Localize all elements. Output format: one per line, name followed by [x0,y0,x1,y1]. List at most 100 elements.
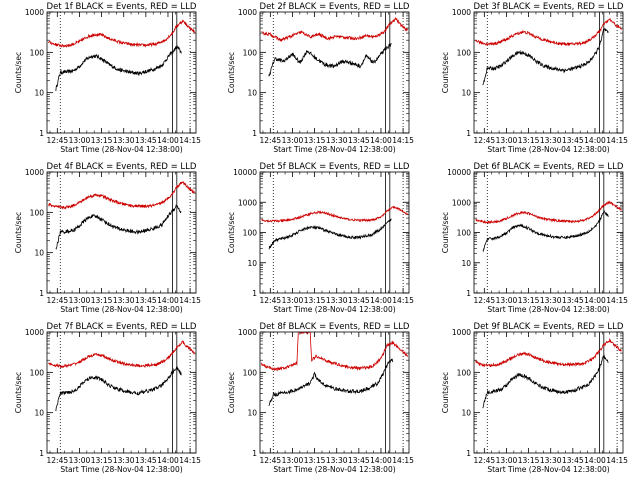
panel-1-ytick-label: 100 [30,48,45,57]
panel-7-ytick-label: 100 [30,368,45,377]
panel-6-ytick-label: 1000 [452,198,471,207]
panel-5-ytick-label: 1 [252,289,257,298]
panel-7-xtick-label: 14:15 [179,456,201,465]
panel-2-title: Det 2f BLACK = Events, RED = LLD [260,2,410,12]
panel-5-title: Det 5f BLACK = Events, RED = LLD [260,162,410,172]
panel-3-xtick-label: 13:30 [540,136,562,145]
panel-7-xlabel: Start Time (28-Nov-04 12:38:00) [60,465,182,474]
panel-1-title: Det 1f BLACK = Events, RED = LLD [47,2,197,12]
panel-6-series-group [475,200,622,253]
panel-8-series-group [261,332,408,407]
panel-3-ytick-label: 1000 [452,8,471,17]
panel-2-xtick-label: 14:15 [392,136,414,145]
panel-4-ytick-label: 100 [30,208,45,217]
panel-7-xtick-label: 12:45 [47,456,69,465]
panel-6-ytick-label: 1 [466,289,471,298]
panel-6-xtick-label: 14:15 [606,296,628,305]
panel-4-xtick-label: 13:00 [69,296,91,305]
panel-7-ytick-label: 10 [34,409,44,418]
panel-1-ytick-label: 1 [39,129,44,138]
panel-4-xtick-label: 14:00 [157,296,179,305]
panel-7-xtick-label: 13:45 [135,456,157,465]
panel-3-title: Det 3f BLACK = Events, RED = LLD [474,2,624,12]
panel-1-ytick-label: 1000 [25,8,44,17]
panel-8-ylabel: Counts/sec [227,372,236,413]
panel-9-xtick-label: 13:45 [562,456,584,465]
panel-7-ytick-label: 1000 [25,328,44,337]
panel-3-xtick-label: 14:15 [606,136,628,145]
panel-8-xtick-label: 13:45 [348,456,370,465]
panel-7-series-events [55,366,182,412]
panel-6-series-lld [475,200,622,225]
panel-2-xtick-label: 14:00 [370,136,392,145]
panel-1-ytick-label: 10 [34,89,44,98]
panel-8-series-events [268,358,394,407]
panel-8-xlabel: Start Time (28-Nov-04 12:38:00) [273,465,395,474]
panel-9-ytick-label: 1 [466,449,471,458]
panel-9-ytick-label: 10 [461,409,471,418]
panel-6: Det 6f BLACK = Events, RED = LLD 1 10 100 10… [441,162,628,314]
panel-5-ytick-label: 10000 [233,168,257,177]
panel-3-xlabel: Start Time (28-Nov-04 12:38:00) [487,145,609,154]
panel-5-xtick-label: 14:00 [370,296,392,305]
panel-1-ylabel: Counts/sec [14,52,23,93]
panel-2-xtick-label: 13:45 [348,136,370,145]
panel-5-ytick-label: 10 [247,259,257,268]
panel-6-frame [473,171,624,294]
panel-5-ytick-label: 100 [243,229,258,238]
panel-7-ylabel: Counts/sec [14,372,23,413]
panel-8-xtick-label: 12:45 [260,456,282,465]
panel-5-xlabel: Start Time (28-Nov-04 12:38:00) [273,305,395,314]
panel-1-xtick-label: 14:00 [157,136,179,145]
panel-9-series-events [482,354,609,409]
panel-3-series-lld [475,17,622,47]
panel-1-xtick-label: 13:45 [135,136,157,145]
panel-3-ytick-label: 1 [466,129,471,138]
panel-8-frame [259,331,410,454]
panel-4-frame [46,171,197,294]
panel-4-title: Det 4f BLACK = Events, RED = LLD [47,162,197,172]
panel-9-ylabel: Counts/sec [441,372,450,413]
panel-5-xtick-label: 13:15 [304,296,326,305]
panel-8-title: Det 8f BLACK = Events, RED = LLD [260,322,410,332]
panel-1-series-events [55,44,182,91]
panel-6-ylabel: Counts/sec [441,212,450,253]
panel-3-ytick-label: 10 [461,89,471,98]
panel-9: Det 9f BLACK = Events, RED = LLD 1 10 100 10… [441,322,628,474]
panel-6-ytick-label: 100 [457,229,472,238]
panel-2-ytick-label: 1 [252,129,257,138]
panel-2-frame [259,11,410,134]
panel-2-ytick-label: 100 [243,48,258,57]
panel-7-xtick-label: 13:30 [113,456,135,465]
panel-5-xtick-label: 12:45 [260,296,282,305]
panel-3-xtick-label: 13:00 [496,136,518,145]
panel-8-xtick-label: 14:00 [370,456,392,465]
panel-5-frame [259,171,410,294]
panel-4-xtick-label: 14:15 [179,296,201,305]
panel-8-xtick-label: 13:00 [282,456,304,465]
panel-4: Det 4f BLACK = Events, RED = LLD 1 10 100 10… [14,162,201,314]
panel-3-xtick-label: 13:15 [518,136,540,145]
panel-9-series-group [475,337,622,409]
panel-4-xtick-label: 13:45 [135,296,157,305]
panel-1-xtick-label: 13:00 [69,136,91,145]
panel-7-series-group [48,340,195,412]
panel-8-ytick-label: 100 [243,368,258,377]
panel-1-xlabel: Start Time (28-Nov-04 12:38:00) [60,145,182,154]
panel-8-series-lld [261,332,408,372]
panel-7-ytick-label: 1 [39,449,44,458]
panel-5-ytick-label: 1000 [238,198,257,207]
panel-4-xlabel: Start Time (28-Nov-04 12:38:00) [60,305,182,314]
panel-2-xlabel: Start Time (28-Nov-04 12:38:00) [273,145,395,154]
panel-2-ytick-label: 10 [247,89,257,98]
panel-3-ylabel: Counts/sec [441,52,450,93]
panel-6-xtick-label: 13:00 [496,296,518,305]
panel-2-xtick-label: 13:30 [326,136,348,145]
panel-4-xtick-label: 12:45 [47,296,69,305]
panel-2-ytick-label: 1000 [238,8,257,17]
panel-6-xtick-label: 14:00 [584,296,606,305]
panel-9-ytick-label: 100 [457,368,472,377]
panel-4-xtick-label: 13:30 [113,296,135,305]
panel-6-series-events [482,209,609,253]
panel-9-xtick-label: 13:15 [518,456,540,465]
